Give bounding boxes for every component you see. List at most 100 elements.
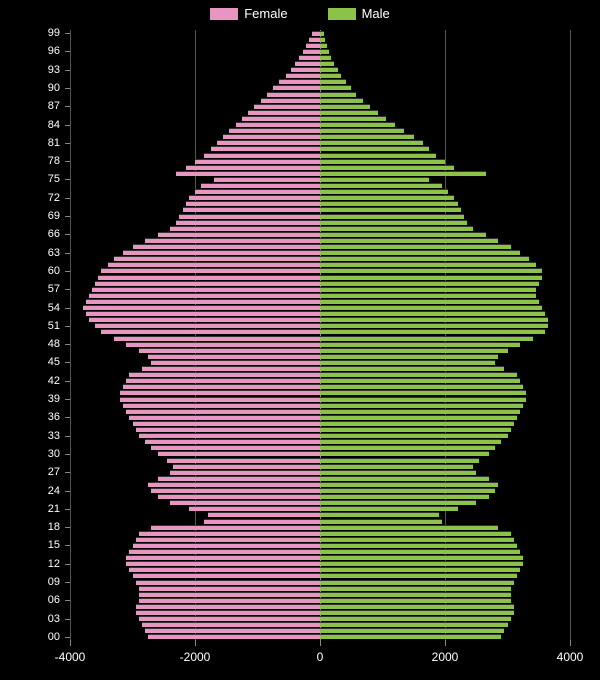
bar-male [320,415,517,420]
bar-male [320,31,324,36]
bar-male [320,378,520,383]
bar-male [320,116,386,121]
bar-male [320,128,404,133]
bar-male [320,519,442,524]
bar-male [320,445,495,450]
bar-female [176,220,320,225]
bar-female [126,555,320,560]
bar-male [320,598,511,603]
bar-male [320,49,329,54]
bar-female [242,116,320,121]
bar-male [320,226,473,231]
y-axis-tick-label: 63 [0,248,60,259]
bar-male [320,433,508,438]
bar-male [320,262,536,267]
bar-female [236,122,320,127]
bar-male [320,439,501,444]
bar-female [173,464,320,469]
bar-male [320,500,476,505]
bar-female [126,561,320,566]
bar-female [139,616,320,621]
bar-male [320,403,523,408]
y-axis-tick-label: 99 [0,28,60,39]
bar-female [129,372,320,377]
bar-female [170,226,320,231]
bar-male [320,537,514,542]
bar-male [320,427,511,432]
bar-female [145,238,320,243]
x-axis-tick-label: 2000 [432,650,459,664]
bar-female [158,451,321,456]
y-axis-tick-label: 24 [0,486,60,497]
bar-male [320,531,511,536]
y-axis-labels: 0003060912151821242730333639424548515457… [0,30,65,640]
bar-female [126,409,320,414]
bar-female [142,622,320,627]
bar-female [108,262,321,267]
bar-female [101,329,320,334]
bar-female [114,336,320,341]
bar-female [204,519,320,524]
x-axis-labels: -4000-2000020004000 [70,640,570,670]
y-axis-tick-label: 42 [0,376,60,387]
bar-female [306,43,320,48]
bar-male [320,549,520,554]
bar-female [189,506,320,511]
bar-male [320,464,473,469]
bar-female [291,67,320,72]
bar-male [320,470,476,475]
y-axis-tick-label: 39 [0,394,60,405]
bar-female [148,354,320,359]
y-axis-tick-label: 30 [0,449,60,460]
bar-male [320,92,356,97]
bar-female [176,171,320,176]
bar-female [303,49,320,54]
y-axis-tick-label: 06 [0,595,60,606]
bar-male [320,165,454,170]
bar-male [320,354,498,359]
bar-female [129,415,320,420]
bar-male [320,79,346,84]
bar-male [320,281,539,286]
y-axis-tick-label: 87 [0,101,60,112]
bar-male [320,189,448,194]
bar-male [320,134,414,139]
bar-male [320,275,542,280]
bar-female [95,323,320,328]
y-axis-tick-label: 33 [0,431,60,442]
bar-female [129,549,320,554]
bar-male [320,506,458,511]
legend-swatch-male [328,8,356,20]
bar-male [320,476,489,481]
bar-female [254,104,320,109]
legend-label-female: Female [244,6,287,21]
bar-male [320,268,542,273]
bar-female [126,342,320,347]
bar-male [320,421,514,426]
grid-line [70,30,71,640]
bar-male [320,409,520,414]
bar-female [139,531,320,536]
bar-male [320,250,520,255]
bar-female [120,390,320,395]
bar-male [320,220,467,225]
y-axis-tick-label: 57 [0,284,60,295]
y-axis-tick-label: 81 [0,138,60,149]
bar-female [267,92,320,97]
bar-female [170,500,320,505]
x-tick [570,640,571,646]
y-axis-tick-label: 03 [0,614,60,625]
bar-male [320,397,526,402]
bar-male [320,183,442,188]
x-axis-tick-label: -2000 [180,650,211,664]
bar-female [223,134,320,139]
bar-male [320,214,464,219]
bar-male [320,323,548,328]
bar-female [92,287,320,292]
bar-male [320,567,520,572]
bar-male [320,287,536,292]
bar-female [114,256,320,261]
bar-female [151,360,320,365]
bar-male [320,171,486,176]
grid-line [570,30,571,640]
